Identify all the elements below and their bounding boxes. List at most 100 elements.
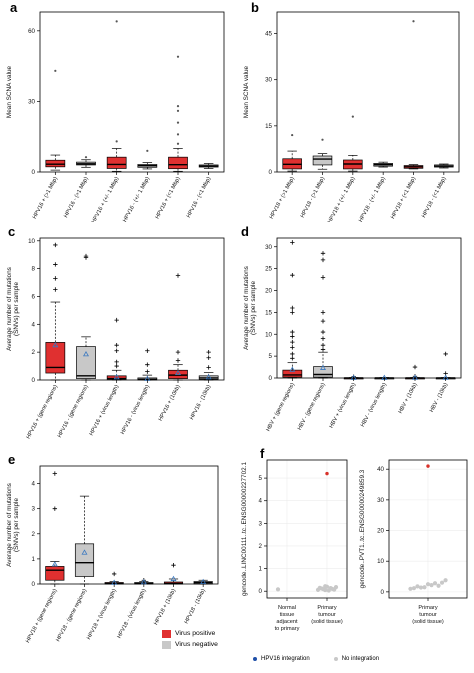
category-label: HPV16 - (<1 Mbp) xyxy=(186,176,213,219)
outlier-point xyxy=(176,142,180,145)
category-label: HBV - (10kb) xyxy=(429,382,450,413)
outlier-point xyxy=(171,562,176,568)
category-label: HBV + (virus length) xyxy=(329,382,358,429)
box-0 xyxy=(282,240,303,379)
outlier-point xyxy=(290,310,295,315)
y-tick-label: 8 xyxy=(32,266,36,273)
outlier-point xyxy=(320,336,326,341)
outlier-point xyxy=(176,121,180,124)
category-label: HPV18 + (>1 Mbp) xyxy=(269,176,296,220)
y-tick-label: 15 xyxy=(265,123,272,130)
y-tick-label: 2 xyxy=(32,349,36,356)
y-tick-label: 10 xyxy=(377,558,384,565)
category-label: Primary tumour (solid tissue) xyxy=(311,605,343,625)
y-tick-label: 20 xyxy=(265,288,272,295)
outlier-point xyxy=(52,506,58,511)
box-iqr xyxy=(45,566,65,581)
mean-marker xyxy=(113,374,120,380)
outlier-point xyxy=(290,334,295,339)
category-label: HPV18 + (<1 Mbp) xyxy=(390,176,417,220)
y-tick-label: 0 xyxy=(32,377,36,384)
outlier-point xyxy=(320,318,326,324)
y-tick-label: 30 xyxy=(265,77,272,84)
category-label: HPV16 - (>1 Mbp) xyxy=(63,176,90,219)
outlier-point xyxy=(176,105,180,108)
scatter-point xyxy=(315,587,321,592)
box-iqr xyxy=(45,159,66,168)
box-iqr xyxy=(106,156,127,169)
panel-d: d 0 5 10 15 20 25 30 Average number of mutations… xyxy=(237,222,474,444)
category-label: HPV16 + (gene regions) xyxy=(26,384,60,440)
outlier-point xyxy=(175,349,181,355)
y-tick-label: 2 xyxy=(32,531,36,538)
mean-marker xyxy=(175,369,181,376)
legend-swatch-positive xyxy=(162,629,171,638)
outlier-point xyxy=(176,109,180,112)
outlier-point xyxy=(52,471,58,476)
outlier-point xyxy=(206,365,211,370)
category-label: HPV16 + (>1 Mbp) xyxy=(32,176,59,220)
box-3 xyxy=(134,578,154,585)
outlier-point xyxy=(320,329,326,335)
y-tick-label: 4 xyxy=(259,498,263,505)
outlier-point xyxy=(54,69,57,72)
legend-e: Virus positive Virus negative xyxy=(162,628,236,650)
legend-dot-integration xyxy=(253,657,257,661)
legend-label-integration: HPV16 integration xyxy=(261,656,310,662)
outlier-point xyxy=(145,369,150,374)
y-tick-label: 1 xyxy=(259,566,263,573)
outlier-point xyxy=(320,275,326,280)
outlier-point xyxy=(53,242,58,248)
outlier-point xyxy=(320,342,326,348)
y-tick-label: 4 xyxy=(32,321,36,328)
y-tick-label: 15 xyxy=(265,309,272,316)
category-label: HPV18 - (<1 Mbp) xyxy=(421,176,448,219)
y-tick-label: 0 xyxy=(269,169,273,176)
y-axis-title: gencode..PVT1..tc..ENSG00000249859.3 xyxy=(359,469,366,588)
scatter-point xyxy=(429,583,434,588)
y-tick-label: 4 xyxy=(32,481,36,488)
category-label: HPV18 + (10kb) xyxy=(153,588,177,626)
box-iqr xyxy=(76,346,96,379)
scatter-point xyxy=(426,464,430,468)
chart-c: c 0 2 4 6 8 10 Average number of mutations(SNVs… xyxy=(6,224,225,440)
scatter-point xyxy=(443,578,448,583)
outlier-point xyxy=(176,133,180,136)
outlier-point xyxy=(53,287,58,292)
box-5 xyxy=(198,163,219,169)
box-5 xyxy=(198,349,219,381)
category-label: HPV18 + (virus length) xyxy=(86,588,118,641)
category-label: HPV18 - (10kb) xyxy=(184,588,207,625)
outlier-point xyxy=(290,240,295,245)
category-label: HPV16 + (<1 Mbp) xyxy=(155,176,182,220)
y-tick-label: 0 xyxy=(381,589,385,596)
scatter-point xyxy=(408,586,413,591)
y-tick-label: 0 xyxy=(32,169,36,176)
box-4 xyxy=(168,273,188,381)
scatter-point xyxy=(418,585,424,590)
outlier-point xyxy=(53,262,58,267)
outlier-point xyxy=(206,355,211,360)
category-label: HPV18 + (gene regions) xyxy=(25,588,59,644)
box-3 xyxy=(137,149,158,170)
y-tick-label: 6 xyxy=(32,293,36,300)
outlier-point xyxy=(320,347,326,352)
outlier-point xyxy=(145,348,150,353)
outlier-point xyxy=(320,310,326,315)
panel-c: c 0 2 4 6 8 10 Average number of mutations(SNVs… xyxy=(0,222,237,444)
chart-f1: f 0 1 2 3 4 5 gencode..LINC00111..tc..ENSG00000… xyxy=(241,446,348,632)
legend-swatch-negative xyxy=(162,640,171,649)
box-5 xyxy=(193,578,213,585)
y-axis-title: Mean SCNA value xyxy=(6,65,13,118)
outlier-point xyxy=(412,364,418,370)
category-label: HPV18 - (virus length) xyxy=(116,588,147,640)
box-iqr xyxy=(74,543,95,577)
plot-frame xyxy=(39,11,225,173)
y-tick-label: 30 xyxy=(28,98,35,105)
scatter-point xyxy=(411,586,417,591)
category-label: HPV16 - (gene regions) xyxy=(57,384,90,439)
category-label: HBV - (gene regions) xyxy=(297,382,327,431)
chart-d: d 0 5 10 15 20 25 30 Average number of mutations… xyxy=(241,224,462,433)
box-5 xyxy=(435,351,456,380)
